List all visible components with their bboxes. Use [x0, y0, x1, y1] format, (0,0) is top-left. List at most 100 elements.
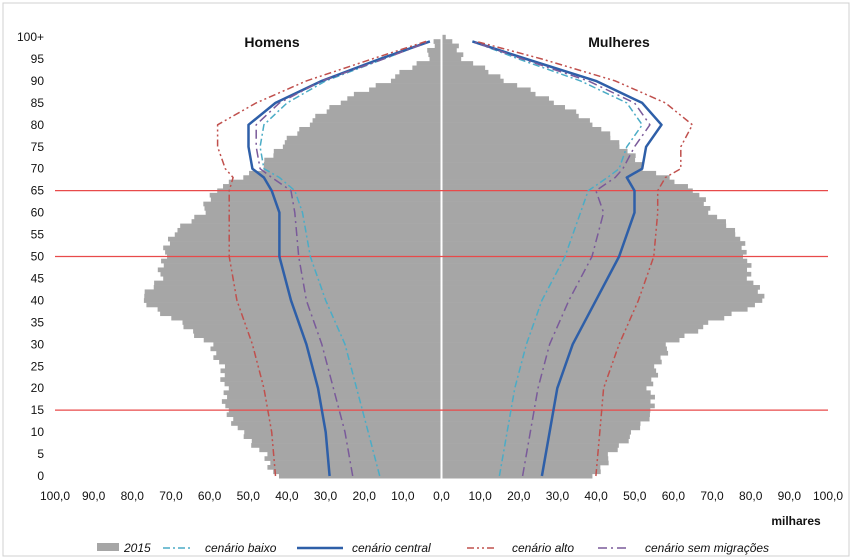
bar-women-age-41: [441, 293, 765, 299]
bar-men-age-99: [433, 39, 442, 44]
y-axis-tick-labels: 0 5 10 15 20 25 30 35 40 45 50 55 60 65 70 75 80 85 90 95 10…: [17, 30, 44, 483]
bar-men-age-84: [329, 105, 442, 110]
x-tick-label: 50,0: [237, 489, 261, 503]
bar-men-age-11: [237, 425, 442, 431]
bar-men-age-94: [416, 61, 442, 66]
bar-women-age-87: [441, 91, 536, 97]
bar-women-age-71: [441, 162, 644, 167]
bar-men-age-7: [251, 443, 442, 448]
line-alto-women: [476, 40, 694, 477]
bar-women-age-77: [441, 135, 611, 141]
x-tick-label: 100,0: [813, 489, 843, 503]
bar-women-age-17: [441, 399, 651, 404]
y-tick-label: 75: [31, 140, 45, 154]
x-tick-label: 20,0: [353, 489, 377, 503]
bar-men-age-18: [227, 394, 442, 400]
bar-men-age-54: [168, 236, 442, 242]
y-tick-label: 50: [31, 250, 45, 264]
bar-men-age-2: [267, 465, 442, 470]
bar-women-age-52: [441, 245, 742, 251]
line-central-women: [472, 40, 663, 477]
bar-women-age-29: [441, 346, 667, 352]
bar-men-age-0: [278, 473, 442, 479]
bar-women-age-43: [441, 285, 760, 290]
bar-women-age-27: [441, 355, 661, 360]
bar-women-age-68: [441, 175, 670, 180]
x-tick-label: 80,0: [121, 489, 145, 503]
bar-men-age-82: [315, 113, 442, 119]
bar-women-age-39: [441, 302, 755, 308]
bar-men-age-93: [412, 65, 442, 71]
y-tick-label: 95: [31, 52, 45, 66]
bar-men-age-77: [286, 135, 442, 141]
bar-men-age-21: [224, 381, 442, 387]
bar-women-age-91: [441, 74, 501, 80]
legend-label-sem: cenário sem migrações: [645, 541, 769, 555]
x-axis-tick-labels: 100,0 90,0 80,0 70,0 60,0 50,0 40,0 30,0 20,0 10,…: [40, 489, 843, 503]
bar-men-age-71: [263, 162, 442, 167]
bar-men-age-87: [353, 91, 442, 97]
bars-men-2015: [143, 34, 442, 479]
bar-men-age-33: [193, 328, 442, 334]
bar-women-age-74: [441, 148, 628, 154]
y-tick-label: 100+: [17, 30, 44, 44]
bar-men-age-42: [144, 289, 442, 295]
bar-women-age-31: [441, 337, 680, 343]
bar-women-age-18: [441, 394, 655, 400]
bar-men-age-66: [223, 184, 442, 189]
bar-men-age-90: [390, 78, 442, 84]
bar-men-age-70: [263, 166, 442, 172]
y-tick-label: 80: [31, 118, 45, 132]
bar-men-age-58: [191, 219, 442, 224]
bar-women-age-72: [441, 157, 636, 163]
line-sem-migracoes-women: [472, 40, 651, 477]
legend-label-central: cenário central: [352, 541, 431, 555]
bar-women-age-1: [441, 469, 601, 475]
bar-women-age-84: [441, 105, 566, 110]
bar-men-age-52: [163, 245, 442, 251]
bar-men-age-39: [146, 302, 442, 308]
bar-men-age-62: [203, 201, 442, 207]
bar-men-age-20: [228, 386, 442, 391]
bar-women-age-73: [441, 153, 636, 159]
bar-women-age-51: [441, 249, 747, 255]
bar-women-age-5: [441, 451, 608, 457]
legend-label-baixo: cenário baixo: [205, 541, 277, 555]
y-tick-label: 65: [31, 184, 45, 198]
bar-women-age-34: [441, 324, 704, 330]
bar-women-age-81: [441, 118, 590, 123]
bar-men-age-27: [213, 355, 442, 360]
line-central-men: [247, 40, 431, 477]
y-tick-label: 90: [31, 74, 45, 88]
bar-women-age-99: [441, 39, 453, 44]
bar-women-age-89: [441, 83, 518, 88]
bar-men-age-9: [243, 434, 442, 439]
bar-women-age-21: [441, 381, 654, 387]
panel-title-right: Mulheres: [588, 34, 650, 50]
bar-men-age-85: [340, 100, 442, 106]
reference-lines: [55, 189, 828, 411]
bar-women-age-45: [441, 276, 747, 281]
bar-men-age-36: [171, 315, 442, 321]
bar-women-age-94: [441, 61, 474, 66]
y-tick-label: 0: [37, 469, 44, 483]
bar-men-age-57: [180, 223, 442, 229]
bar-men-age-19: [223, 390, 442, 396]
bar-women-age-83: [441, 109, 577, 115]
bar-men-age-43: [153, 285, 442, 290]
legend-label-2015: 2015: [123, 541, 151, 555]
bar-women-age-60: [441, 210, 709, 216]
x-tick-label: 10,0: [391, 489, 415, 503]
bar-men-age-35: [182, 320, 442, 325]
x-tick-label: 40,0: [275, 489, 299, 503]
bar-men-age-78: [297, 131, 442, 137]
bar-men-age-80: [309, 122, 442, 128]
bar-men-age-98: [434, 43, 442, 49]
panel-title-left: Homens: [244, 34, 299, 50]
bar-women-age-33: [441, 328, 699, 334]
bar-men-age-26: [219, 359, 442, 365]
bar-women-age-23: [441, 372, 659, 378]
bar-men-age-13: [233, 416, 442, 422]
bar-women-age-37: [441, 311, 732, 317]
y-tick-label: 70: [31, 162, 45, 176]
